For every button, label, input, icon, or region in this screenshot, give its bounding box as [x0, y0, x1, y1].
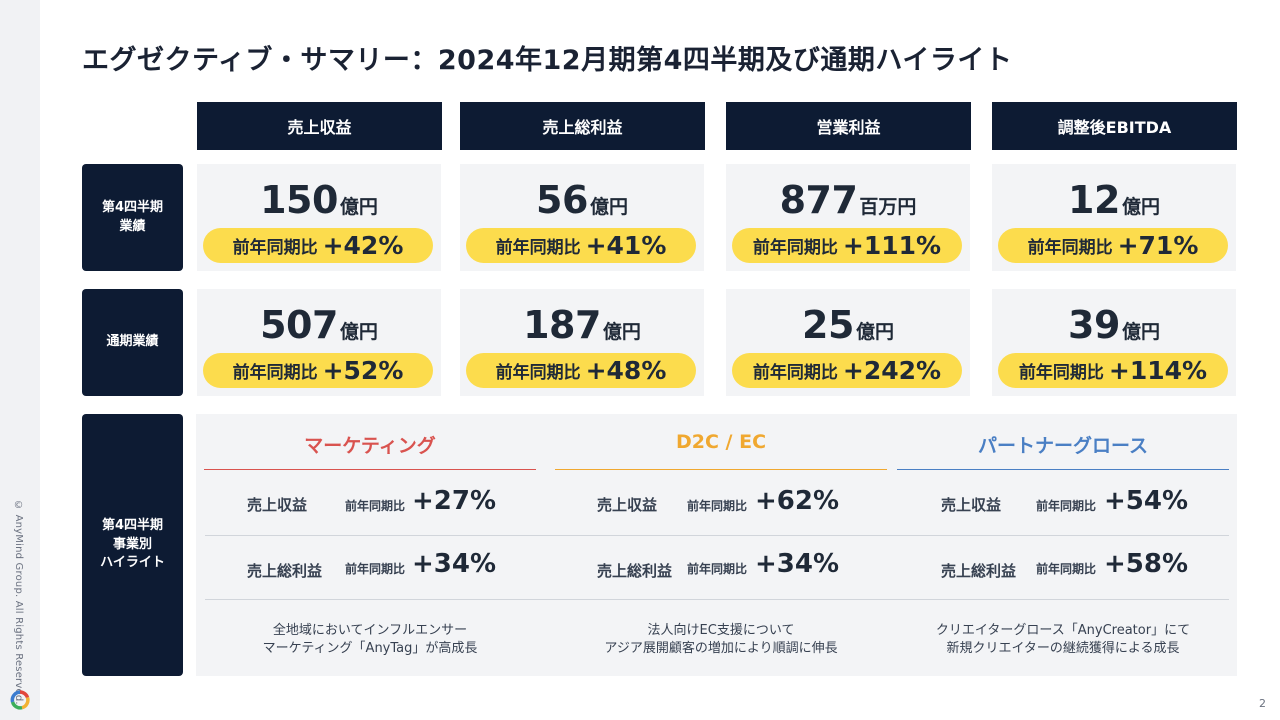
yoy-label: 前年同期比: [752, 238, 838, 258]
yoy-badge: 前年同期比 +111%: [732, 228, 962, 263]
segment-title-marketing: マーケティング: [304, 435, 436, 457]
segment-yoy-value: +54%: [1104, 486, 1189, 516]
yoy-value: +242%: [842, 356, 942, 385]
segment-note-partner-growth: クリエイターグロース「AnyCreator」にて 新規クリエイターの継続獲得によ…: [935, 623, 1191, 656]
yoy-value: +48%: [585, 356, 667, 385]
metric-unit: 億円: [339, 196, 378, 218]
copyright-text: © AnyMind Group. All Rights Reserved.: [13, 500, 24, 705]
anymind-logo-icon: [10, 690, 30, 710]
segment-note-marketing: 全地域においてインフルエンサー マーケティング「AnyTag」が高成長: [262, 623, 478, 656]
yoy-value: +41%: [585, 231, 667, 260]
segment-yoy-label: 前年同期比: [687, 499, 748, 513]
column-header-operating-profit: 営業利益: [726, 102, 971, 150]
segment-rule-partner-growth: [897, 469, 1229, 470]
metric-card-q4-gross-profit: 56 億円 前年同期比 +41%: [460, 164, 704, 271]
metric-unit: 億円: [602, 321, 641, 343]
yoy-badge: 前年同期比 +242%: [732, 353, 962, 388]
yoy-label: 前年同期比: [1018, 363, 1104, 383]
metric-value: 187: [523, 303, 601, 347]
yoy-value: +111%: [842, 231, 942, 260]
metric-unit: 億円: [339, 321, 378, 343]
yoy-badge: 前年同期比 +42%: [203, 228, 433, 263]
yoy-badge: 前年同期比 +71%: [998, 228, 1228, 263]
column-header-gross-profit: 売上総利益: [460, 102, 705, 150]
yoy-badge: 前年同期比 +52%: [203, 353, 433, 388]
segment-rule-marketing: [204, 469, 536, 470]
yoy-value: +52%: [322, 356, 404, 385]
metric-card-fy-revenue: 507 億円 前年同期比 +52%: [197, 289, 441, 396]
divider: [205, 535, 1229, 536]
yoy-value: +114%: [1108, 356, 1208, 385]
yoy-badge: 前年同期比 +48%: [466, 353, 696, 388]
column-header-revenue: 売上収益: [197, 102, 442, 150]
metric-card-q4-adjusted-ebitda: 12 億円 前年同期比 +71%: [992, 164, 1236, 271]
segment-yoy-label: 前年同期比: [687, 562, 748, 576]
segment-note-d2c-ec: 法人向けEC支援について アジア展開顧客の増加により順調に伸長: [604, 623, 838, 656]
yoy-label: 前年同期比: [232, 238, 318, 258]
segment-yoy-value: +34%: [755, 549, 840, 579]
metric-card-fy-adjusted-ebitda: 39 億円 前年同期比 +114%: [992, 289, 1236, 396]
yoy-value: +42%: [322, 231, 404, 260]
segment-yoy-label: 前年同期比: [345, 562, 406, 576]
segment-yoy-label: 前年同期比: [1036, 499, 1097, 513]
page-number: 2: [1259, 697, 1266, 710]
segment-yoy-value: +58%: [1104, 549, 1189, 579]
metric-unit: 億円: [855, 321, 894, 343]
divider: [205, 599, 1229, 600]
metric-value: 877: [779, 178, 858, 222]
segment-row-label: 売上総利益: [247, 562, 323, 580]
metric-unit: 億円: [1121, 196, 1160, 218]
metric-unit: 百万円: [859, 196, 917, 218]
row-label-full-year: 通期業績: [82, 289, 183, 396]
row-label-q4: 第4四半期 業績: [82, 164, 183, 271]
yoy-label: 前年同期比: [495, 363, 581, 383]
yoy-label: 前年同期比: [1027, 238, 1113, 258]
metric-unit: 億円: [589, 196, 628, 218]
metric-value: 39: [1068, 303, 1120, 347]
segment-yoy-label: 前年同期比: [1036, 562, 1097, 576]
metric-value: 56: [536, 178, 588, 222]
yoy-badge: 前年同期比 +41%: [466, 228, 696, 263]
segment-title-d2c-ec: D2C / EC: [675, 431, 767, 453]
segment-yoy-label: 前年同期比: [345, 499, 406, 513]
yoy-badge: 前年同期比 +114%: [998, 353, 1228, 388]
segment-rule-d2c-ec: [555, 469, 887, 470]
yoy-label: 前年同期比: [232, 363, 318, 383]
segment-row-label: 売上総利益: [941, 562, 1017, 580]
metric-value: 12: [1068, 178, 1120, 222]
yoy-value: +71%: [1117, 231, 1199, 260]
metric-value: 25: [802, 303, 854, 347]
sidebar-strip: [0, 0, 40, 720]
yoy-label: 前年同期比: [752, 363, 838, 383]
metric-card-fy-gross-profit: 187 億円 前年同期比 +48%: [460, 289, 704, 396]
segment-yoy-value: +34%: [412, 549, 497, 579]
yoy-label: 前年同期比: [495, 238, 581, 258]
segment-row-label: 売上総利益: [597, 562, 673, 580]
metric-value: 150: [260, 178, 338, 222]
segment-highlights-panel: [196, 414, 1237, 676]
segment-yoy-value: +62%: [755, 486, 840, 516]
metric-value: 507: [260, 303, 338, 347]
metric-card-q4-revenue: 150 億円 前年同期比 +42%: [197, 164, 441, 271]
metric-card-fy-operating-profit: 25 億円 前年同期比 +242%: [726, 289, 970, 396]
segment-row-label: 売上収益: [941, 496, 1002, 514]
metric-unit: 億円: [1121, 321, 1160, 343]
segment-title-partner-growth: パートナーグロース: [977, 435, 1149, 457]
page-title: エグゼクティブ・サマリー：2024年12月期第4四半期及び通期ハイライト: [82, 45, 1013, 76]
segment-row-label: 売上収益: [247, 496, 308, 514]
metric-card-q4-operating-profit: 877 百万円 前年同期比 +111%: [726, 164, 970, 271]
row-label-segments: 第4四半期 事業別 ハイライト: [82, 414, 183, 676]
segment-row-label: 売上収益: [597, 496, 658, 514]
column-header-adjusted-ebitda: 調整後EBITDA: [992, 102, 1237, 150]
segment-yoy-value: +27%: [412, 486, 497, 516]
